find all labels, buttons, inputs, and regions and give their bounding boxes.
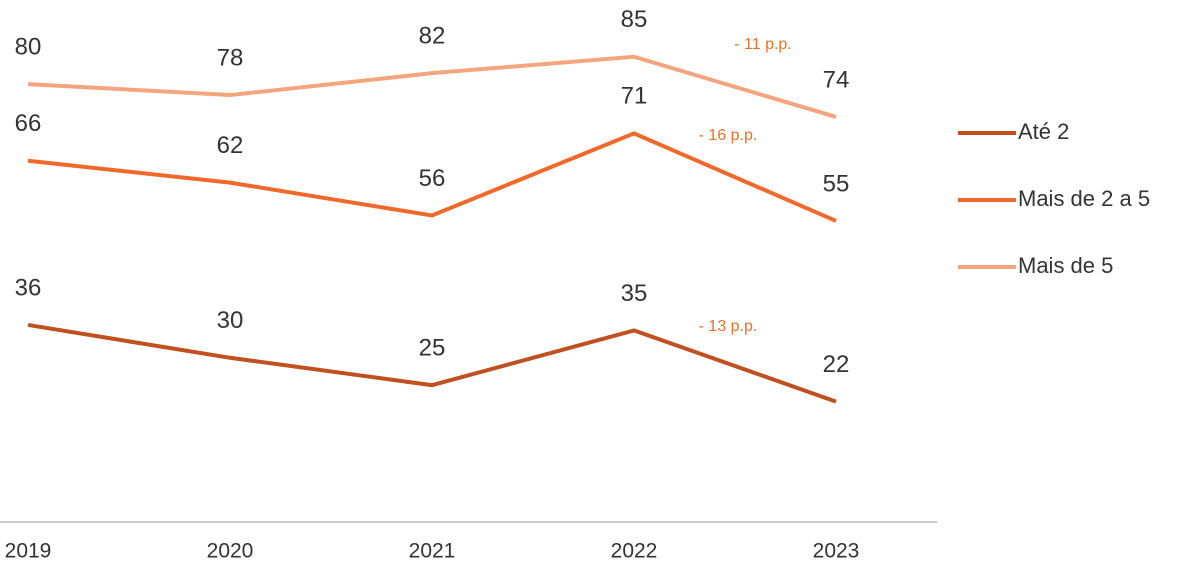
data-label: 80 [15,33,42,60]
legend-label: Até 2 [1018,119,1069,144]
data-label: 82 [419,23,446,50]
data-label: 85 [621,6,648,33]
data-label: 35 [621,280,648,307]
series-line [27,131,837,223]
data-label: 55 [823,170,850,197]
x-tick-label: 2022 [611,540,658,562]
data-label: 62 [217,132,244,159]
annotation: - 13 p.p. [699,318,758,335]
series-line [27,322,837,404]
x-tick-label: 2023 [813,540,860,562]
data-label: 25 [419,335,446,362]
x-tick-label: 2020 [207,540,254,562]
data-label: 74 [823,66,850,93]
data-label: 36 [15,274,42,301]
data-label: 56 [419,165,446,192]
data-label: 66 [15,110,42,137]
annotation: - 11 p.p. [734,36,792,53]
legend-label: Mais de 5 [1018,253,1113,278]
series-line [27,54,837,119]
annotation: - 16 p.p. [699,127,758,144]
data-label: 30 [217,307,244,334]
data-label: 71 [621,83,648,110]
data-label: 22 [823,351,850,378]
x-tick-label: 2019 [5,540,52,562]
data-label: 78 [217,44,244,71]
x-tick-label: 2021 [409,540,456,562]
legend-label: Mais de 2 a 5 [1018,186,1150,211]
